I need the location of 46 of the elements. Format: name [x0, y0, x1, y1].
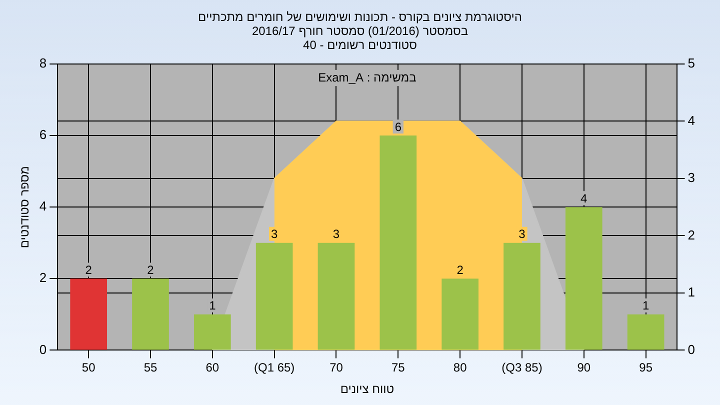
y2-tick-label: 5: [688, 56, 696, 71]
data-label: 2: [85, 262, 92, 277]
bar: [256, 242, 293, 350]
x-tick-label: 60: [206, 360, 220, 375]
y-tick-label: 8: [39, 56, 47, 71]
bar: [380, 136, 417, 350]
y2-tick-label: 2: [688, 227, 696, 242]
x-tick-label: 80: [453, 360, 468, 375]
chart-subtitle: בסמסטר (01/2016) סמסטר חורף 2016/17 סטודנטים רשומים - 40: [250, 24, 470, 52]
annotation: במשימה : Exam_A: [318, 70, 416, 84]
data-label: 3: [518, 227, 526, 242]
data-label: 6: [394, 120, 402, 134]
data-label: 1: [209, 298, 216, 313]
y2-tick-label: 3: [688, 170, 696, 186]
x-tick-label: 70: [330, 360, 344, 375]
bar: [70, 278, 108, 350]
y-tick-label: 0: [39, 342, 47, 357]
chart-title: היסטוגרמת ציונים בקורס - תכונות ושימושים של חומרים מתכתיים: [197, 10, 523, 24]
data-label: 2: [147, 262, 154, 277]
data-label: 1: [642, 298, 650, 313]
x-tick-label: (Q1 65): [254, 360, 295, 375]
x-tick-label: (Q3 85): [502, 360, 542, 375]
y-tick-label: 6: [39, 127, 47, 142]
data-label: 3: [270, 227, 278, 242]
y2-tick-label: 1: [688, 284, 696, 300]
y-tick-label: 2: [39, 270, 47, 286]
x-tick-label: 75: [391, 360, 406, 375]
y-axis-title: מספר סטודנטים: [18, 166, 32, 248]
bar: [132, 278, 169, 350]
bar: [194, 314, 231, 350]
data-label: 3: [332, 227, 340, 242]
data-label: 4: [580, 191, 588, 206]
y2-tick-label: 4: [688, 112, 696, 128]
bar: [565, 207, 602, 350]
x-tick-label: 50: [82, 360, 96, 375]
x-tick-label: 95: [639, 360, 653, 375]
x-tick-label: 55: [144, 360, 158, 375]
y2-tick-label: 0: [688, 342, 696, 357]
bar: [318, 242, 355, 350]
data-label: 2: [456, 262, 464, 277]
bar: [442, 278, 478, 350]
bar: [504, 242, 540, 350]
x-axis-title: טווח ציונים: [340, 382, 394, 396]
bar: [627, 314, 664, 350]
y-tick-label: 4: [39, 198, 47, 214]
x-tick-label: 90: [577, 360, 591, 375]
